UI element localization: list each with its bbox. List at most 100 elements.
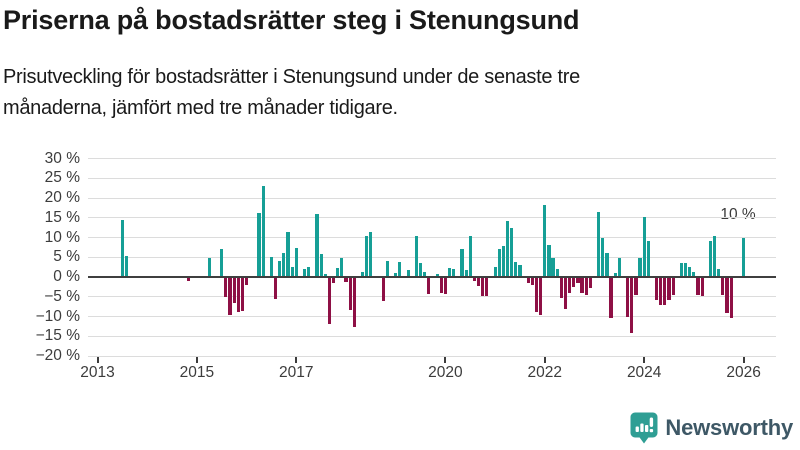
subtitle-line-1: Prisutveckling för bostadsrätter i Stenu…: [3, 66, 580, 88]
bar: [692, 272, 696, 277]
x-axis-tick: [195, 356, 198, 363]
gridline: [88, 256, 776, 258]
bar: [534, 277, 539, 312]
x-axis-label: 2017: [279, 364, 314, 381]
bar: [551, 257, 555, 277]
x-axis-label: 2013: [80, 364, 115, 381]
bar: [290, 267, 294, 277]
bar: [348, 277, 352, 311]
y-axis-label: 15 %: [44, 208, 80, 226]
bar: [547, 245, 551, 277]
bar: [501, 245, 505, 277]
bar: [327, 277, 332, 324]
bar: [584, 277, 588, 296]
bar: [721, 277, 725, 295]
bar: [360, 272, 365, 277]
bar: [485, 277, 489, 296]
bar: [439, 277, 443, 294]
newsworthy-icon: [630, 412, 658, 444]
bar: [286, 231, 290, 277]
bar: [352, 277, 356, 328]
bar: [369, 232, 373, 277]
x-axis-label: 2015: [179, 364, 215, 381]
bar: [630, 277, 634, 334]
last-value-annotation: 10 %: [720, 206, 756, 223]
bar: [282, 253, 286, 277]
bar: [340, 257, 344, 277]
bar: [228, 277, 232, 316]
x-axis-label: 2022: [527, 364, 563, 381]
bar: [514, 261, 518, 277]
bar: [232, 277, 236, 304]
x-axis-label: 2026: [726, 364, 761, 381]
bar: [452, 269, 456, 277]
y-axis-label: −10 %: [35, 307, 80, 325]
bar: [597, 211, 601, 277]
bar: [476, 277, 481, 286]
gridline: [88, 158, 776, 159]
gridline: [88, 296, 776, 298]
bar: [559, 277, 563, 299]
y-axis-label: −15 %: [35, 327, 80, 345]
y-axis-label: 30 %: [44, 149, 80, 167]
bar: [667, 277, 671, 300]
bar: [543, 204, 547, 277]
bar: [588, 277, 592, 289]
bar: [617, 257, 621, 277]
bar: [663, 277, 667, 306]
logo-text: Newsworthy: [665, 415, 793, 440]
bar: [331, 277, 336, 283]
bar: [729, 277, 733, 318]
subtitle-line-2: månaderna, jämfört med tre månader tidig…: [3, 97, 398, 119]
y-axis-label: 25 %: [44, 169, 80, 187]
gridline: [88, 237, 776, 238]
bar: [336, 267, 340, 277]
y-axis-label: 20 %: [44, 189, 80, 206]
bar: [406, 270, 410, 277]
bar: [220, 248, 224, 277]
bar: [530, 277, 534, 285]
bar: [505, 220, 510, 277]
bar: [684, 262, 688, 277]
bar: [576, 277, 580, 283]
bar: [717, 269, 721, 277]
bar: [302, 269, 307, 277]
y-axis-label: −5 %: [44, 287, 80, 305]
bar: [418, 262, 423, 277]
x-axis-tick: [96, 356, 99, 363]
x-axis-label: 2024: [626, 364, 662, 381]
bar: [344, 277, 348, 283]
bar: [601, 238, 605, 277]
bar: [398, 262, 402, 277]
gridline: [88, 197, 776, 199]
zero-line: [88, 276, 776, 278]
bar: [447, 267, 452, 277]
x-axis-tick: [543, 356, 546, 363]
bar: [365, 236, 369, 277]
gridline: [88, 335, 776, 337]
bar: [580, 277, 584, 294]
bar: [563, 277, 568, 309]
bar: [634, 277, 638, 295]
bar: [435, 274, 439, 277]
bar: [646, 240, 650, 277]
bar: [655, 277, 659, 300]
y-axis-label: −20 %: [35, 347, 80, 364]
gridline: [88, 217, 776, 219]
x-axis-tick: [444, 356, 447, 363]
bar: [679, 262, 684, 277]
bar: [572, 277, 576, 287]
bar: [605, 252, 609, 277]
y-axis-label: 0 %: [53, 268, 80, 285]
gridline: [88, 316, 776, 317]
gridline: [88, 355, 776, 357]
bar: [323, 273, 327, 277]
bar: [269, 257, 274, 277]
x-axis-tick: [742, 356, 745, 363]
bar: [468, 236, 472, 277]
bar: [708, 241, 713, 277]
bar: [443, 277, 447, 294]
newsworthy-logo[interactable]: Newsworthy: [629, 411, 793, 445]
bar: [207, 258, 211, 277]
bar: [257, 212, 261, 277]
